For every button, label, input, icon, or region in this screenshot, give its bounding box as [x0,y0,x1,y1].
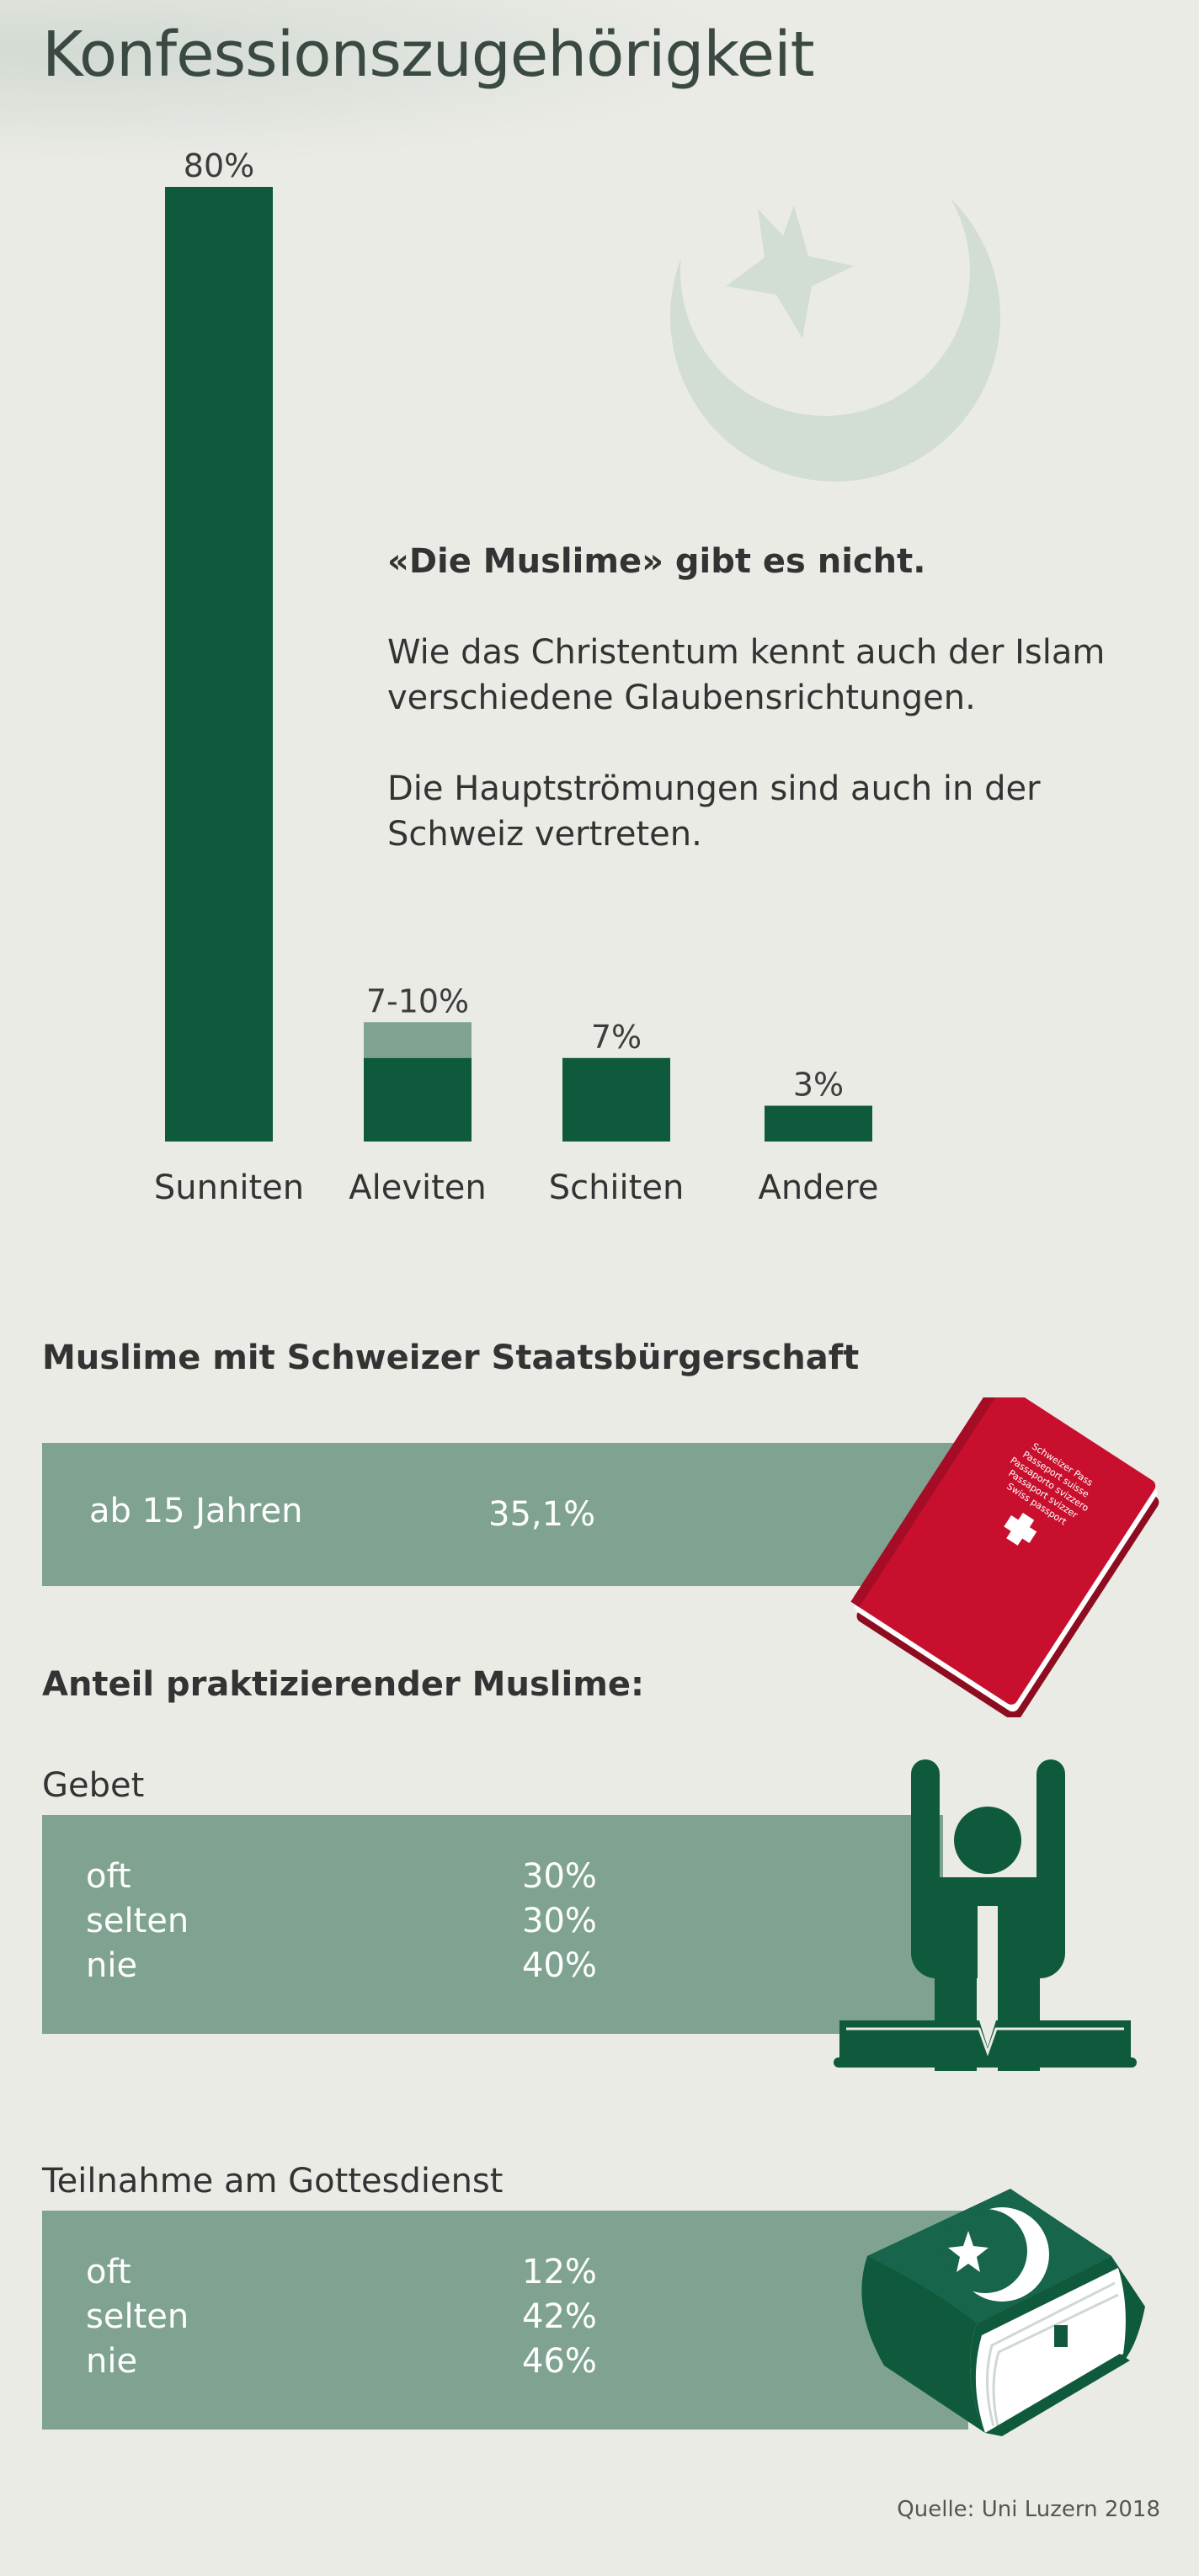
bar-aleviten [364,1057,472,1142]
citizenship-value: 35,1% [488,1495,596,1534]
prayer-row-value: 40% [522,1946,597,1985]
praying-person-icon [834,1759,1137,2071]
citizenship-label: ab 15 Jahren [89,1492,303,1530]
source-note: Quelle: Uni Luzern 2018 [897,2497,1160,2522]
practice-title: Anteil praktizierender Muslime: [42,1665,644,1704]
prayer-row-value: 30% [522,1902,597,1940]
category-label: Schiiten [549,1168,685,1207]
category-label: Aleviten [349,1168,487,1207]
citizenship-title: Muslime mit Schweizer Staatsbürgerschaft [42,1339,860,1377]
worship-row-value: 46% [522,2342,597,2381]
worship-row-label: nie [86,2342,138,2381]
worship-row-label: oft [86,2253,131,2291]
value-label: 7% [591,1019,642,1056]
bar-andere [765,1105,872,1142]
prayer-row-value: 30% [522,1857,597,1896]
prayer-title: Gebet [42,1766,145,1805]
value-label: 7-10% [366,982,469,1019]
prayer-row-label: oft [86,1857,131,1896]
worship-row-value: 42% [522,2297,597,2336]
prayer-row-label: selten [86,1902,189,1940]
bar-schiiten [562,1057,670,1142]
category-label: Andere [759,1168,879,1207]
worship-title: Teilnahme am Gottesdienst [42,2162,504,2201]
prayer-band: oft 30% selten 30% nie 40% [42,1815,943,2034]
crescent-star-icon [670,152,1000,482]
category-label: Sunniten [154,1168,304,1207]
confession-bar-chart: 80% Sunniten 7-10% Aleviten 7% Schiiten 3% Ande… [154,147,879,1207]
page-title: Konfessionszugehörigkeit [42,19,815,91]
intro-text: «Die Muslime» gibt es nicht. Wie das Chr… [387,539,1145,902]
value-label: 80% [184,147,254,184]
title-background-glow [0,0,758,168]
citizenship-band: ab 15 Jahren 35,1% [42,1443,994,1586]
worship-band: oft 12% selten 42% nie 46% [42,2211,968,2430]
intro-paragraph-1: Wie das Christentum kennt auch der Islam… [387,633,1106,717]
koran-book-icon [861,2189,1145,2436]
value-label: 3% [793,1066,844,1103]
bar-sunniten [165,187,273,1142]
prayer-row-label: nie [86,1946,138,1985]
bar-range-aleviten [364,1022,472,1058]
intro-paragraph-2: Die Hauptströmungen sind auch in der Sch… [387,769,1041,854]
worship-row-label: selten [86,2297,189,2336]
worship-row-value: 12% [522,2253,597,2291]
swiss-passport-icon: Schweizer Pass Passeport suisse Passapor… [850,1397,1159,1717]
intro-heading: «Die Muslime» gibt es nicht. [387,542,926,581]
